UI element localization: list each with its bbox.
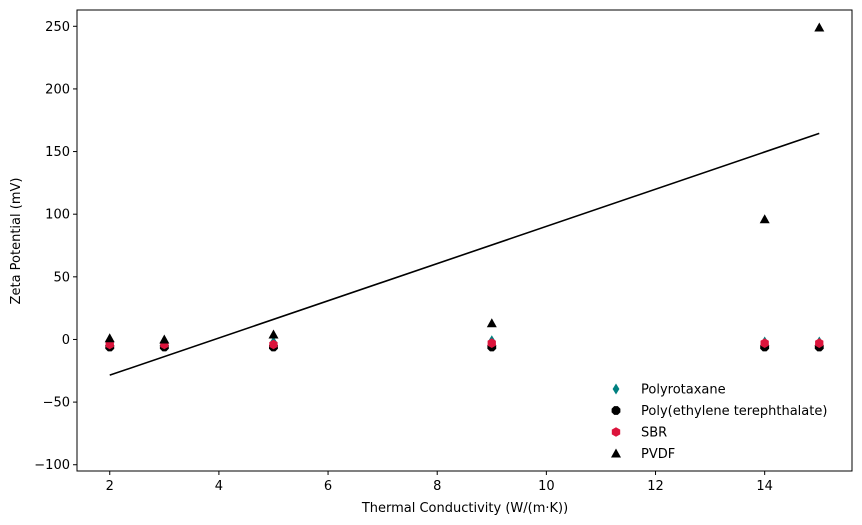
y-tick-label: 100 bbox=[45, 208, 70, 223]
data-point-pvdf bbox=[814, 22, 825, 32]
x-tick-label: 4 bbox=[215, 479, 223, 494]
x-tick-label: 10 bbox=[538, 479, 555, 494]
legend-marker-sbr bbox=[611, 427, 621, 437]
legend: Polyrotaxane Poly(ethylene terephthalate)… bbox=[611, 383, 827, 462]
series-poly-ethylene-terephthalate bbox=[105, 342, 824, 352]
plot-frame bbox=[76, 9, 853, 472]
y-tick-label: 250 bbox=[45, 20, 70, 35]
x-tick-label: 14 bbox=[756, 479, 773, 494]
y-axis: −100 −50 0 50 100 150 200 250 bbox=[34, 20, 77, 473]
data-point-sbr bbox=[487, 338, 496, 348]
legend-marker-poly-ethylene-terephthalate bbox=[611, 406, 621, 415]
x-tick-label: 6 bbox=[324, 479, 332, 494]
series-pvdf bbox=[104, 22, 825, 344]
y-axis-label: Zeta Potential (mV) bbox=[9, 178, 24, 305]
y-tick-label: 150 bbox=[45, 145, 70, 160]
x-tick-label: 8 bbox=[433, 479, 441, 494]
series-polyrotaxane bbox=[106, 335, 823, 349]
legend-label-sbr: SBR bbox=[641, 426, 667, 441]
data-point-pvdf bbox=[104, 333, 115, 343]
plot-area bbox=[76, 9, 853, 472]
x-tick-label: 12 bbox=[647, 479, 664, 494]
y-tick-label: −50 bbox=[43, 396, 70, 411]
legend-label-pvdf: PVDF bbox=[641, 447, 675, 462]
legend-marker-pvdf bbox=[611, 448, 621, 458]
data-point-sbr bbox=[269, 339, 278, 350]
legend-label-polyrotaxane: Polyrotaxane bbox=[641, 383, 726, 398]
y-tick-label: 200 bbox=[45, 82, 70, 97]
legend-marker-polyrotaxane bbox=[612, 383, 620, 395]
x-axis-label: Thermal Conductivity (W/(m·K)) bbox=[361, 501, 568, 516]
trend-line bbox=[109, 132, 820, 376]
y-tick-label: −100 bbox=[34, 458, 70, 473]
x-tick-label: 2 bbox=[106, 479, 114, 494]
data-point-pvdf bbox=[486, 318, 497, 328]
x-axis: 2 4 6 8 10 12 14 bbox=[106, 471, 773, 494]
data-point-pvdf bbox=[759, 214, 770, 224]
data-point-pvdf bbox=[159, 334, 170, 344]
data-point-sbr bbox=[760, 338, 769, 348]
y-tick-label: 50 bbox=[53, 270, 70, 285]
legend-label-poly-ethylene-terephthalate: Poly(ethylene terephthalate) bbox=[641, 404, 827, 419]
data-point-sbr bbox=[815, 338, 824, 348]
data-point-pvdf bbox=[268, 329, 279, 339]
y-tick-label: 0 bbox=[62, 333, 70, 348]
